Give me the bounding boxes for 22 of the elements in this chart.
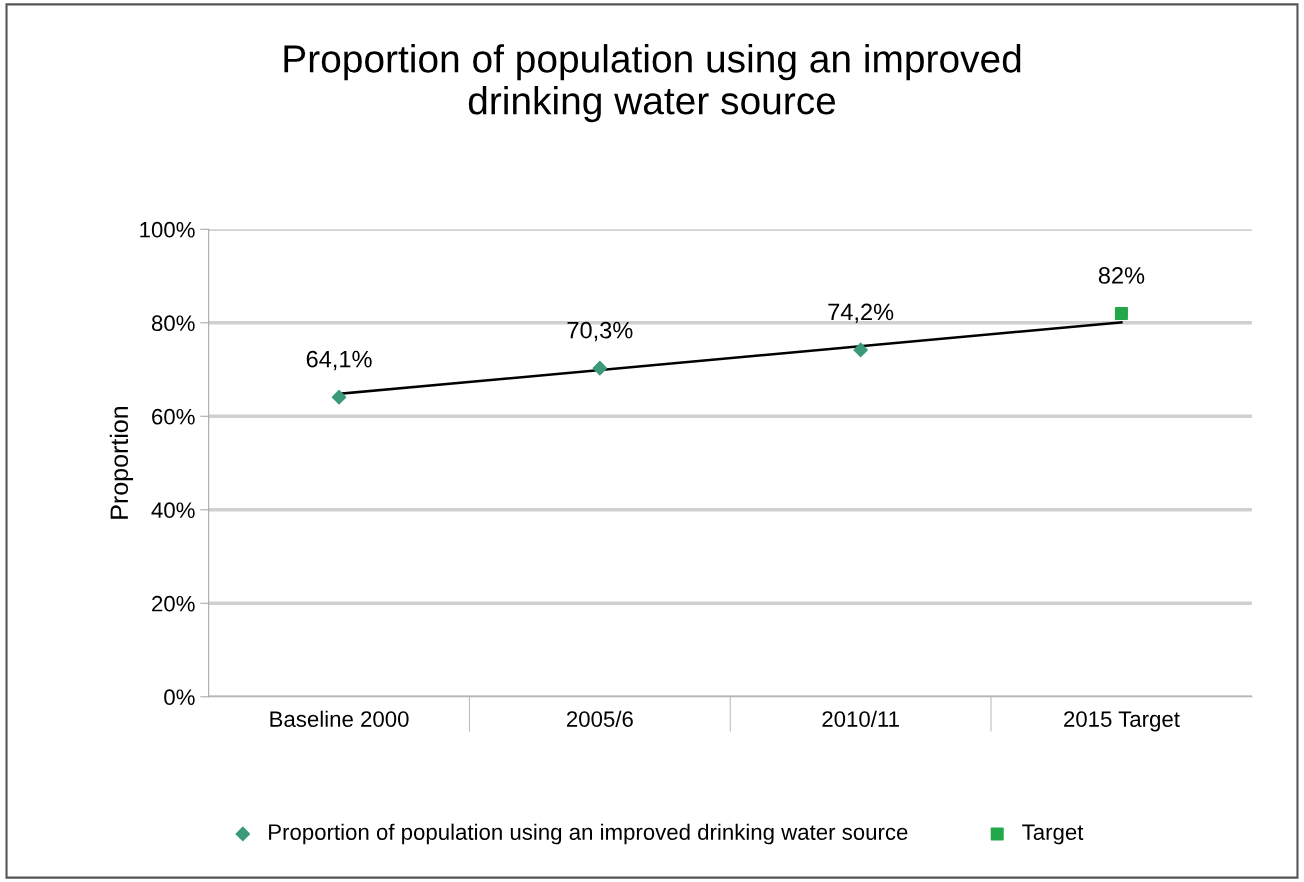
y-axis-title: Proportion (109, 407, 134, 519)
point (331, 389, 347, 405)
legend-label: Proportion of population using an improved drinking water source (269, 823, 908, 845)
chart-title: Proportion of population using an improved drinking water source (284, 44, 1021, 123)
y-tick-label: 100% (140, 221, 195, 238)
data-label: 74,2% (828, 303, 894, 324)
y-tick-label: 60% (152, 408, 195, 425)
data-label: 64,1% (306, 350, 372, 371)
x-tick-label: 2005/6 (566, 710, 633, 727)
y-tick-label: 0% (164, 689, 195, 706)
point (592, 360, 608, 376)
point (853, 342, 868, 358)
x-tick-label: 2015 Target (1064, 711, 1180, 732)
x-tick-label: 2010/11 (822, 710, 899, 727)
data-label: 70,3% (567, 321, 633, 342)
legend-label: Target (1022, 824, 1084, 845)
y-tick-label: 80% (151, 315, 195, 332)
y-tick-label: 20% (152, 595, 195, 612)
data-label: 82% (1098, 267, 1145, 284)
x-tick-label: Baseline 2000 (270, 710, 409, 727)
point (1114, 306, 1128, 320)
y-tick-label: 40% (151, 502, 195, 519)
